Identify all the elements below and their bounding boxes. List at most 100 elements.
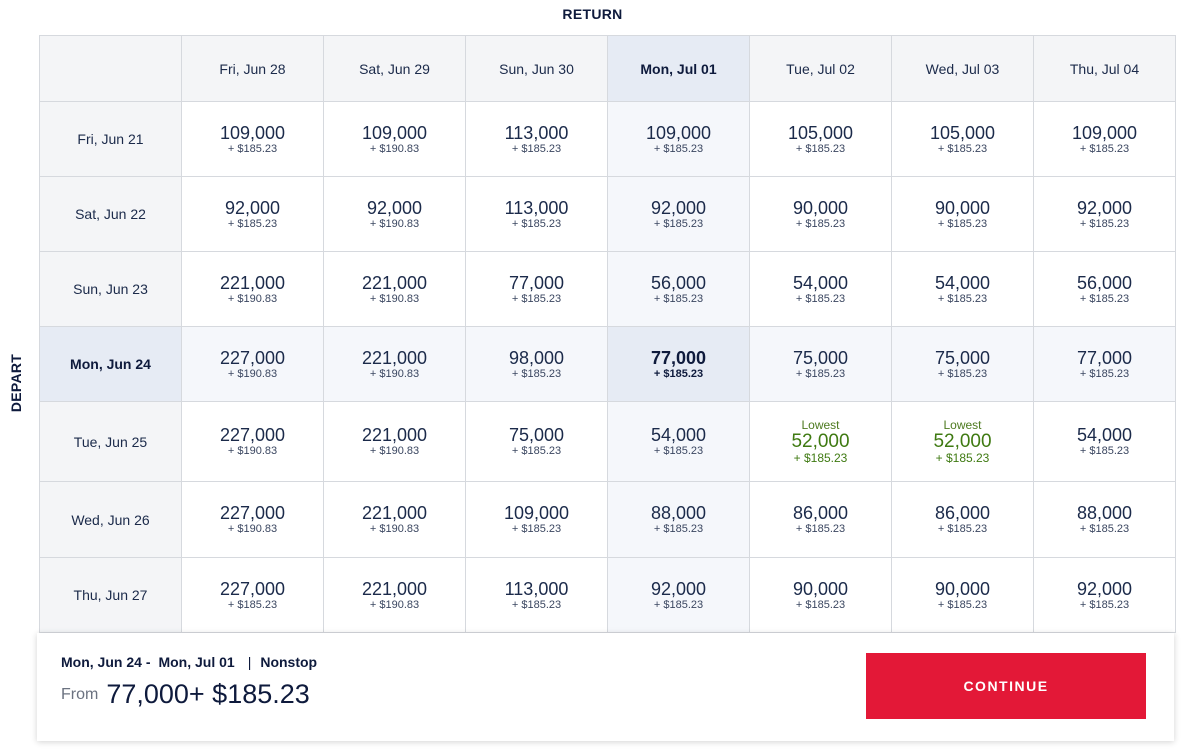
fare-cell[interactable]: 92,000 + $185.23 — [182, 177, 324, 252]
fare-cell[interactable]: 113,000 + $185.23 — [466, 558, 608, 633]
fare-fee: + $185.23 — [511, 367, 562, 380]
fare-miles: 56,000 — [650, 272, 707, 293]
depart-date-header: Mon, Jun 24 — [40, 327, 182, 402]
fare-miles: 54,000 — [792, 272, 849, 293]
fare-miles: 109,000 — [1071, 122, 1138, 143]
fare-fee: + $190.83 — [369, 217, 420, 230]
fare-cell[interactable]: 54,000 + $185.23 — [608, 402, 750, 482]
fare-miles: 109,000 — [219, 122, 286, 143]
depart-date-header: Wed, Jun 26 — [40, 482, 182, 558]
summary-dash: - — [145, 654, 151, 670]
fare-cell[interactable]: 113,000 + $185.23 — [466, 102, 608, 177]
fare-miles: 86,000 — [934, 503, 991, 523]
fare-cell[interactable]: 92,000 + $185.23 — [1034, 558, 1176, 633]
fare-miles: 113,000 — [504, 197, 569, 218]
fare-cell[interactable]: 90,000 + $185.23 — [892, 558, 1034, 633]
fare-cell[interactable]: 227,000 + $190.83 — [182, 482, 324, 558]
fare-cell[interactable]: 109,000 + $185.23 — [608, 102, 750, 177]
return-axis-label: RETURN — [562, 6, 623, 22]
return-date-header: Sun, Jun 30 — [466, 36, 608, 102]
fare-cell[interactable]: 221,000 + $190.83 — [324, 252, 466, 327]
fare-cell[interactable]: 75,000 + $185.23 — [750, 327, 892, 402]
fare-fee: + $185.23 — [653, 142, 704, 155]
fare-cell[interactable]: 77,000 + $185.23 — [608, 327, 750, 402]
fare-cell[interactable]: 105,000 + $185.23 — [892, 102, 1034, 177]
fare-fee: + $185.23 — [1079, 598, 1130, 611]
fare-miles: 52,000 — [791, 431, 850, 452]
fare-fee: + $190.83 — [227, 523, 278, 535]
lowest-fare-badge: Lowest — [801, 418, 840, 432]
fare-cell[interactable]: 227,000 + $190.83 — [182, 402, 324, 482]
fare-cell[interactable]: 109,000 + $185.23 — [1034, 102, 1176, 177]
fare-cell[interactable]: 90,000 + $185.23 — [892, 177, 1034, 252]
fare-cell[interactable]: 221,000 + $190.83 — [324, 327, 466, 402]
fare-cell[interactable]: 92,000 + $185.23 — [608, 177, 750, 252]
fare-cell[interactable]: 109,000 + $190.83 — [324, 102, 466, 177]
fare-miles: 75,000 — [508, 425, 565, 445]
fare-cell[interactable]: 56,000 + $185.23 — [1034, 252, 1176, 327]
fare-miles: 54,000 — [650, 425, 707, 445]
fare-fee: + $190.83 — [369, 292, 420, 305]
fare-fee: + $185.23 — [511, 292, 562, 305]
fare-cell[interactable]: 90,000 + $185.23 — [750, 558, 892, 633]
fare-cell[interactable]: 221,000 + $190.83 — [324, 482, 466, 558]
fare-cell[interactable]: 86,000 + $185.23 — [750, 482, 892, 558]
summary-price: 77,000+ $185.23 — [106, 679, 310, 709]
fare-cell[interactable]: 221,000 + $190.83 — [324, 402, 466, 482]
fare-cell[interactable]: 92,000 + $185.23 — [1034, 177, 1176, 252]
fare-cell[interactable]: 54,000 + $185.23 — [892, 252, 1034, 327]
fare-miles: 221,000 — [361, 578, 428, 599]
fare-cell[interactable]: 221,000 + $190.83 — [182, 252, 324, 327]
fare-cell[interactable]: 86,000 + $185.23 — [892, 482, 1034, 558]
fare-cell[interactable]: 113,000 + $185.23 — [466, 177, 608, 252]
fare-miles: 77,000 — [1076, 347, 1133, 368]
fare-fee: + $185.23 — [1079, 445, 1130, 457]
fare-miles: 105,000 — [929, 122, 996, 143]
fare-cell[interactable]: 98,000 + $185.23 — [466, 327, 608, 402]
summary-separator: | — [247, 654, 252, 670]
fare-cell[interactable]: 221,000 + $190.83 — [324, 558, 466, 633]
fare-cell[interactable]: Lowest 52,000 + $185.23 — [892, 402, 1034, 482]
fare-miles: 105,000 — [787, 122, 854, 143]
fare-fee: + $185.23 — [793, 451, 848, 465]
summary-return-date: Mon, Jul 01 — [158, 654, 235, 670]
fare-cell[interactable]: 75,000 + $185.23 — [892, 327, 1034, 402]
fare-miles: 92,000 — [1076, 197, 1133, 218]
fare-miles: 221,000 — [361, 425, 428, 445]
fare-cell[interactable]: 227,000 + $185.23 — [182, 558, 324, 633]
fare-miles: 77,000 — [650, 347, 707, 368]
fare-cell[interactable]: 109,000 + $185.23 — [466, 482, 608, 558]
fare-cell[interactable]: 77,000 + $185.23 — [466, 252, 608, 327]
fare-cell[interactable]: 88,000 + $185.23 — [608, 482, 750, 558]
fare-fee: + $185.23 — [653, 598, 704, 611]
fare-cell[interactable]: 75,000 + $185.23 — [466, 402, 608, 482]
fare-miles: 92,000 — [1076, 578, 1133, 599]
fare-cell[interactable]: 77,000 + $185.23 — [1034, 327, 1176, 402]
fare-cell[interactable]: 54,000 + $185.23 — [1034, 402, 1176, 482]
depart-date-header: Tue, Jun 25 — [40, 402, 182, 482]
fare-cell[interactable]: 88,000 + $185.23 — [1034, 482, 1176, 558]
fare-cell[interactable]: 56,000 + $185.23 — [608, 252, 750, 327]
continue-button[interactable]: CONTINUE — [866, 653, 1146, 719]
fare-miles: 75,000 — [934, 347, 991, 368]
fare-cell[interactable]: Lowest 52,000 + $185.23 — [750, 402, 892, 482]
fare-cell[interactable]: 54,000 + $185.23 — [750, 252, 892, 327]
fare-fee: + $185.23 — [653, 445, 704, 457]
fare-cell[interactable]: 105,000 + $185.23 — [750, 102, 892, 177]
fare-miles: 52,000 — [933, 431, 992, 452]
fare-cell[interactable]: 92,000 + $185.23 — [608, 558, 750, 633]
fare-fee: + $185.23 — [227, 598, 278, 611]
depart-axis-text: DEPART — [8, 353, 25, 413]
fare-fee: + $185.23 — [653, 523, 704, 535]
selected-route: Mon, Jun 24- Mon, Jul 01 | Nonstop — [61, 654, 321, 670]
fare-miles: 109,000 — [361, 122, 428, 143]
fare-cell[interactable]: 227,000 + $190.83 — [182, 327, 324, 402]
fare-cell[interactable]: 92,000 + $190.83 — [324, 177, 466, 252]
fare-miles: 90,000 — [792, 197, 849, 218]
fare-cell[interactable]: 90,000 + $185.23 — [750, 177, 892, 252]
return-date-header: Fri, Jun 28 — [182, 36, 324, 102]
summary-stops: Nonstop — [260, 654, 318, 670]
fare-fee: + $185.23 — [795, 142, 846, 155]
fare-cell[interactable]: 109,000 + $185.23 — [182, 102, 324, 177]
fare-miles: 109,000 — [645, 122, 712, 143]
